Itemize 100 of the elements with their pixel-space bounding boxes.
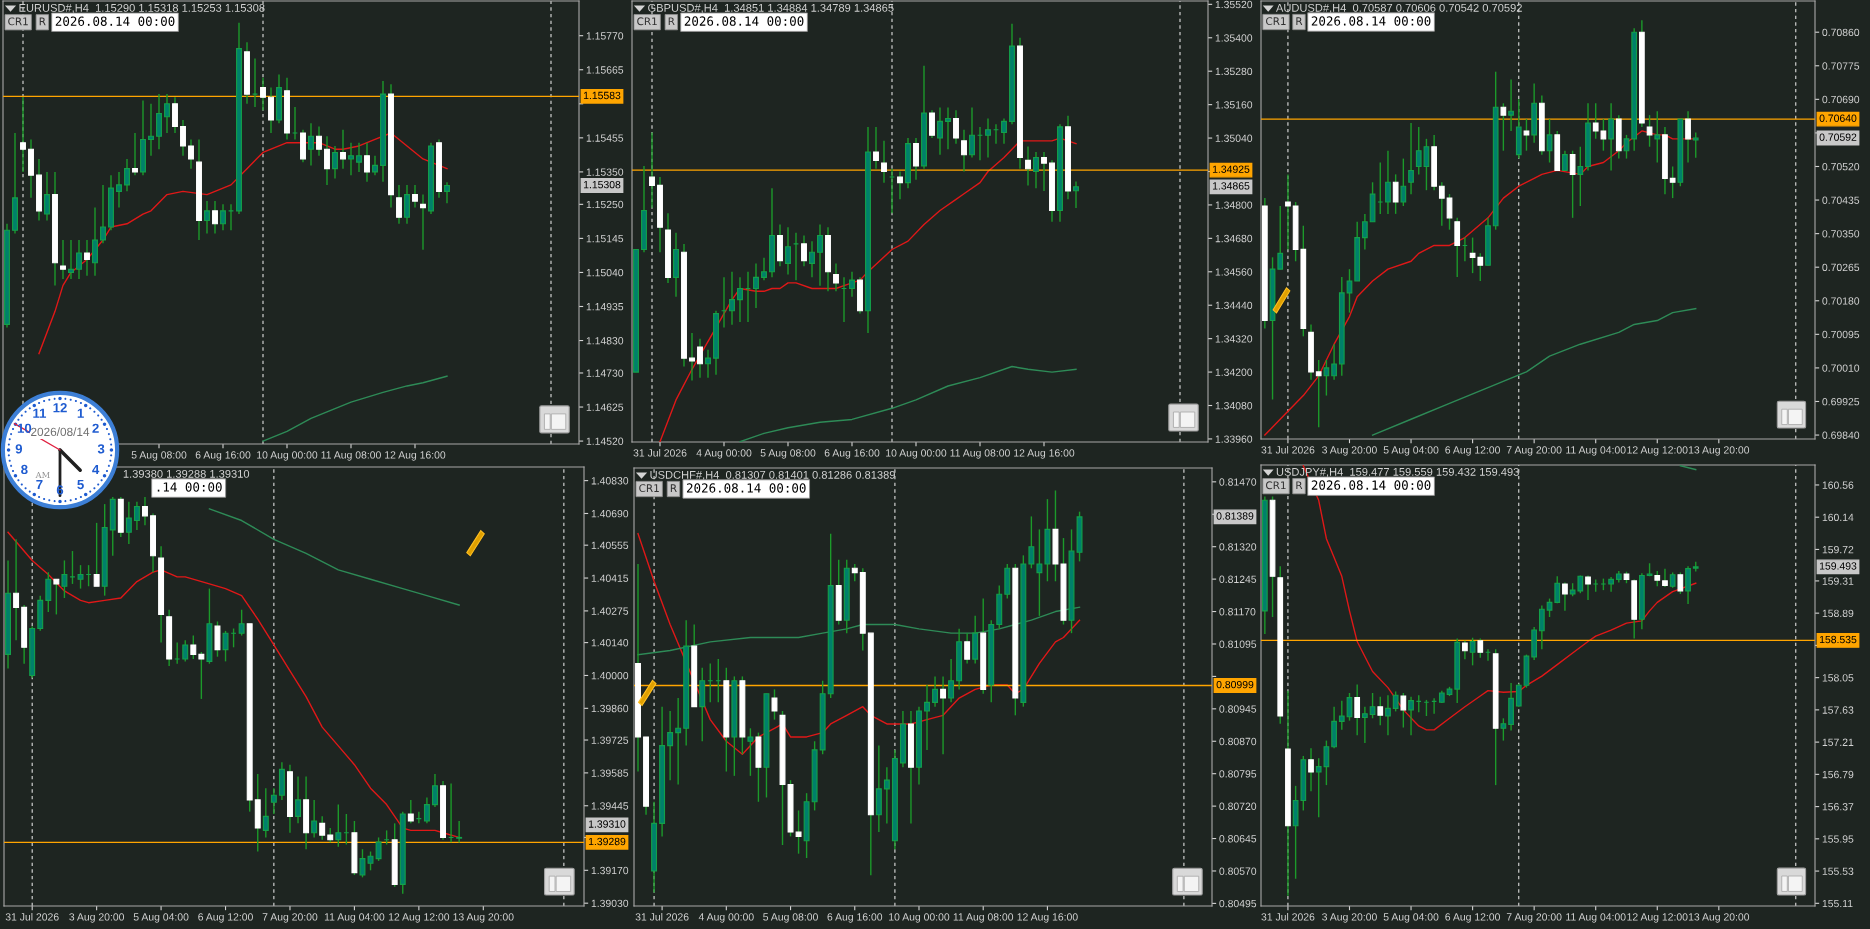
y-tick-label: 1.39860 — [591, 704, 629, 713]
candlestick — [182, 639, 189, 663]
candlestick — [268, 86, 274, 134]
candlestick — [1369, 692, 1376, 720]
x-tick-label: 12 Aug 12:00 — [1627, 446, 1688, 456]
chart-title: EURUSD#,H4 1.15290 1.15318 1.15253 1.15308 — [19, 3, 265, 14]
candlestick — [444, 181, 450, 205]
candlestick — [1025, 145, 1031, 187]
y-tick-label: 1.39585 — [591, 769, 629, 777]
annotation: R — [39, 17, 46, 26]
y-tick-label: 157.63 — [1822, 706, 1854, 714]
candlestick — [212, 200, 218, 235]
candlestick — [924, 684, 930, 751]
x-tick-label: 6 Aug 16:00 — [827, 913, 883, 923]
candlestick — [420, 193, 426, 251]
x-tick-label: 3 Aug 20:00 — [1322, 913, 1377, 923]
candlestick — [940, 675, 947, 755]
annotation: .14 00:00 — [157, 482, 222, 492]
candlestick — [324, 135, 330, 186]
annotation: AM — [35, 471, 50, 479]
x-tick-label: 10 Aug 00:00 — [257, 451, 318, 461]
line-series — [659, 137, 1077, 442]
x-tick-label: 31 Jul 2026 — [635, 912, 689, 921]
y-tick-label: 157.21 — [1822, 738, 1854, 746]
candlestick — [100, 184, 106, 244]
y-tick-label: 0.81245 — [1219, 575, 1257, 583]
candlestick — [1508, 78, 1514, 132]
candlestick — [45, 571, 52, 613]
x-tick-label: 11 Aug 08:00 — [953, 913, 1014, 923]
y-tick-label: 1.35400 — [1215, 34, 1253, 42]
y-tick-label: 1.14520 — [586, 437, 624, 445]
candlestick — [729, 271, 735, 326]
candlestick — [945, 106, 951, 150]
candlestick — [311, 799, 318, 839]
text: 0.70592 — [1819, 133, 1857, 141]
x-tick-label: 31 Jul 2026 — [1261, 445, 1315, 454]
candlestick — [432, 773, 438, 808]
x-tick-label: 3 Aug 20:00 — [1322, 446, 1377, 456]
candlestick — [364, 142, 370, 183]
x-tick-label: 31 Jul 2026 — [5, 912, 59, 921]
candlestick — [1538, 604, 1545, 650]
candlestick — [1315, 359, 1322, 428]
candlestick — [156, 93, 162, 150]
candlestick — [1608, 102, 1614, 172]
candlestick — [1669, 165, 1676, 199]
candlestick — [1354, 683, 1361, 736]
candlestick — [332, 145, 338, 180]
candlestick — [667, 710, 674, 781]
candlestick — [1408, 122, 1414, 195]
candlestick — [1308, 747, 1314, 792]
candlestick — [214, 620, 221, 658]
candlestick — [1477, 637, 1484, 659]
chart-title: 1.39380 1.39288 1.39310 — [123, 469, 250, 478]
candlestick — [132, 132, 138, 176]
candlestick — [785, 226, 791, 276]
x-tick-label: 3 Aug 20:00 — [69, 913, 125, 923]
annotation: 2026.08.14 00:00 — [1311, 16, 1431, 26]
candlestick — [897, 170, 903, 201]
y-tick-label: 1.34440 — [1215, 301, 1253, 310]
candlestick — [969, 106, 975, 159]
y-tick-label: 1.15350 — [586, 168, 624, 176]
candlestick — [1462, 640, 1468, 660]
candlestick — [308, 122, 314, 167]
annotation: CR1 — [1266, 481, 1286, 490]
candlestick — [1685, 110, 1691, 164]
y-tick-label: 1.39170 — [591, 866, 629, 875]
y-tick-label: 1.39725 — [591, 736, 629, 744]
candlestick — [53, 578, 60, 616]
candlestick — [1377, 696, 1384, 726]
candlestick — [849, 271, 855, 298]
text: 9 — [15, 444, 23, 454]
candlestick — [316, 125, 322, 157]
y-tick-label: 156.79 — [1822, 770, 1854, 779]
candlestick — [1385, 149, 1391, 215]
x-tick-label: 7 Aug 20:00 — [1506, 913, 1562, 923]
candlestick — [270, 787, 277, 815]
text: 3 — [97, 444, 105, 454]
y-tick-label: 159.72 — [1822, 545, 1854, 554]
annotation: 2026.08.14 00:00 — [55, 16, 175, 26]
candlestick — [61, 559, 68, 599]
candlestick — [697, 337, 703, 379]
candlestick — [84, 239, 90, 277]
x-tick-label: 12 Aug 12:00 — [388, 913, 450, 923]
candlestick — [93, 522, 100, 587]
x-tick-label: 11 Aug 04:00 — [1566, 446, 1626, 456]
ref-line-label: 0.80999 — [1216, 680, 1254, 689]
annotation: 11 — [33, 408, 47, 418]
y-tick-label: 0.80945 — [1219, 705, 1257, 713]
x-tick-label: 6 Aug 12:00 — [1445, 913, 1500, 923]
y-tick-label: 0.81470 — [1219, 478, 1257, 486]
candlestick — [404, 184, 410, 225]
annotation: CR1 — [639, 484, 659, 493]
y-tick-label: 1.35280 — [1215, 67, 1253, 76]
annotation: R — [1296, 481, 1303, 490]
candlestick — [125, 501, 132, 545]
candlestick — [1562, 149, 1568, 172]
candlestick — [1400, 157, 1407, 207]
x-tick-label: 10 Aug 00:00 — [886, 449, 947, 459]
annotation: 7 — [36, 479, 43, 490]
x-tick-label: 7 Aug 20:00 — [262, 913, 318, 923]
